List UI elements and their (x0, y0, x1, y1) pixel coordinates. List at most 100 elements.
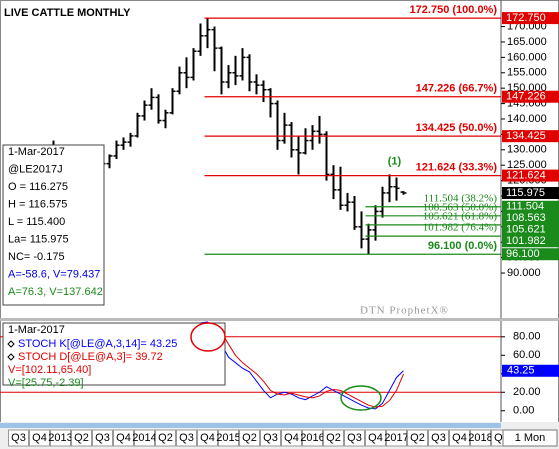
x-tick-label: Q4 (368, 432, 383, 444)
x-tick-box (449, 429, 470, 447)
x-tick-label: Q4 (284, 432, 299, 444)
x-tick-box (176, 429, 197, 447)
x-tick-label: Q3 (11, 432, 26, 444)
axis-value-label: 134.425 (506, 130, 546, 142)
axis-value-label: 172.750 (506, 12, 546, 24)
axis-value-box (502, 200, 559, 213)
x-axis-strip (0, 423, 501, 428)
legend-marker (7, 353, 15, 361)
info-line: L = 115.400 (8, 216, 65, 228)
info-line: O = 116.275 (8, 181, 68, 193)
legend-marker (7, 340, 15, 348)
y-tick-label: 125.000 (507, 159, 547, 171)
x-tick-label: 2015 (216, 432, 240, 444)
info-line: La= 115.975 (8, 233, 69, 245)
x-tick-box (365, 429, 386, 447)
fib-label: 101.982 (76.4%) (423, 222, 498, 234)
y-tick-label: 155.000 (507, 67, 547, 79)
x-tick-label: Q3 (263, 432, 278, 444)
chart-title: LIVE CATTLE MONTHLY (4, 7, 131, 19)
x-tick-box (134, 429, 155, 447)
legend-box (2, 322, 226, 386)
fib-label: 147.226 (66.7%) (416, 83, 498, 95)
x-tick-label: 2016 (300, 432, 324, 444)
x-tick-label: Q3 (179, 432, 194, 444)
axis-value-box (502, 248, 559, 261)
axis-value-box (502, 187, 559, 200)
y-tick-label: 80.00 (513, 331, 541, 343)
y-tick-label: 165.000 (507, 36, 547, 48)
last-value-label: 43.25 (507, 365, 535, 377)
x-tick-box (50, 429, 71, 447)
fib-label: 121.624 (33.3%) (416, 162, 498, 174)
axis-value-label: 115.975 (506, 187, 545, 199)
last-value-box (502, 364, 559, 377)
x-tick-label: Q4 (116, 432, 131, 444)
x-tick-box (155, 429, 176, 447)
y-tick-label: 130.000 (507, 144, 547, 156)
x-tick-label: 2013 (48, 432, 72, 444)
axis-value-label: 147.226 (506, 91, 546, 103)
y-tick-label: 160.000 (507, 51, 547, 63)
x-tick-label: Q3 (431, 432, 446, 444)
x-tick-box (113, 429, 134, 447)
legend-date: 1-Mar-2017 (8, 324, 65, 336)
fib-label: 111.504 (38.2%) (424, 192, 498, 204)
highlight-circle (340, 385, 382, 411)
x-tick-label: Q4 (200, 432, 215, 444)
axis-value-box (502, 235, 559, 248)
x-tick-label: Q2 (326, 432, 341, 444)
axis-value-box (502, 223, 559, 236)
y-tick-label: 0.00 (513, 405, 534, 417)
fib-label: 96.100 (0.0%) (428, 240, 497, 252)
wave-label: (1) (388, 155, 402, 167)
fib-label: 108.563 (50.0%) (423, 201, 498, 213)
highlight-circle (190, 322, 226, 352)
info-line: A=76.3, V=137.642 (8, 286, 103, 298)
x-tick-label: Q3 (95, 432, 110, 444)
x-tick-box (92, 429, 113, 447)
y-tick-label: 90.000 (507, 267, 541, 279)
axis-value-box (502, 130, 559, 143)
y-tick-label: 20.00 (513, 386, 541, 398)
info-line: NC= -0.175 (8, 251, 65, 263)
watermark: DTN ProphetX® (360, 305, 449, 317)
x-tick-box (281, 429, 302, 447)
x-tick-label: Q4 (452, 432, 467, 444)
axis-value-label: 111.504 (506, 201, 544, 213)
info-line: H = 116.575 (8, 198, 67, 210)
x-tick-label: Q2 (410, 432, 425, 444)
info-line: @LE2017J (8, 163, 63, 175)
x-tick-box (302, 429, 323, 447)
x-tick-box (428, 429, 449, 447)
axis-value-box (502, 12, 559, 25)
axis-value-label: 105.621 (506, 224, 546, 236)
period-label: 1 Mon (515, 432, 546, 444)
stoch-line (200, 322, 404, 408)
axis-value-box (502, 212, 559, 225)
x-tick-box (218, 429, 239, 447)
x-tick-box (29, 429, 50, 447)
legend-entry: STOCH D[@LE@A,3]= 39.72 (18, 351, 163, 363)
x-tick-box (344, 429, 365, 447)
x-tick-label: Q2 (74, 432, 89, 444)
x-tick-label: Q2 (242, 432, 257, 444)
x-tick-box (8, 429, 29, 447)
info-box (2, 144, 105, 306)
axis-value-label: 121.624 (506, 170, 546, 182)
y-tick-label: 60.00 (513, 349, 541, 361)
x-tick-box (323, 429, 344, 447)
y-tick-label: 140.000 (507, 113, 547, 125)
axis-value-label: 101.982 (506, 235, 546, 247)
axis-value-label: 96.100 (506, 248, 540, 260)
axis-value-box (502, 90, 559, 103)
axis-value-label: 108.563 (506, 212, 546, 224)
x-tick-label: Q4 (32, 432, 47, 444)
legend-note: V=[102.11,65.40] (8, 364, 91, 376)
period-box (502, 429, 558, 447)
fib-label: 134.425 (50.0%) (416, 122, 498, 134)
legend-entry: STOCH K[@LE@A,3,14]= 43.25 (18, 338, 177, 350)
x-tick-label: 2014 (132, 432, 156, 444)
legend-note: V=[25.75,-2.39] (8, 377, 84, 389)
